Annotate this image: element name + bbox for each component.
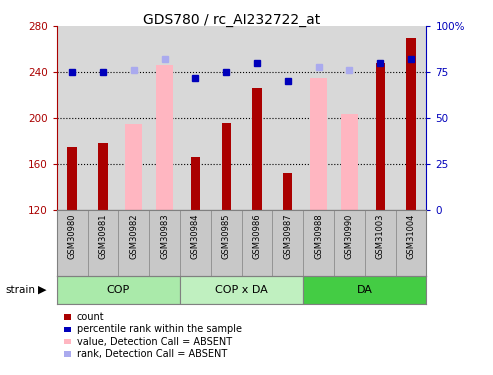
Text: COP: COP <box>106 285 130 295</box>
Text: COP x DA: COP x DA <box>215 285 268 295</box>
Bar <box>341 114 358 210</box>
Text: percentile rank within the sample: percentile rank within the sample <box>77 324 242 334</box>
Text: count: count <box>77 312 105 322</box>
Bar <box>68 147 77 210</box>
Text: value, Detection Call = ABSENT: value, Detection Call = ABSENT <box>77 337 232 346</box>
Text: GDS780 / rc_AI232722_at: GDS780 / rc_AI232722_at <box>143 13 320 27</box>
Bar <box>221 123 231 210</box>
Text: GSM30988: GSM30988 <box>314 213 323 259</box>
Bar <box>252 88 262 210</box>
Text: ▶: ▶ <box>38 285 47 295</box>
Text: GSM30982: GSM30982 <box>129 213 138 259</box>
Text: GSM30985: GSM30985 <box>222 213 231 259</box>
Text: GSM30986: GSM30986 <box>252 213 261 259</box>
Text: GSM30983: GSM30983 <box>160 213 169 259</box>
Bar <box>376 63 385 210</box>
Text: rank, Detection Call = ABSENT: rank, Detection Call = ABSENT <box>77 349 227 359</box>
Bar <box>180 276 303 304</box>
Bar <box>310 78 327 210</box>
Bar <box>125 124 142 210</box>
Text: strain: strain <box>5 285 35 295</box>
Text: GSM31004: GSM31004 <box>407 213 416 259</box>
Text: GSM31003: GSM31003 <box>376 213 385 259</box>
Bar <box>303 276 426 304</box>
Bar <box>191 157 200 210</box>
Text: GSM30987: GSM30987 <box>283 213 292 259</box>
Text: GSM30981: GSM30981 <box>99 213 107 259</box>
Text: DA: DA <box>357 285 373 295</box>
Text: GSM30980: GSM30980 <box>68 213 76 259</box>
Bar <box>156 65 173 210</box>
Bar <box>283 173 292 210</box>
Bar <box>57 276 180 304</box>
Bar <box>406 38 416 210</box>
Bar <box>98 143 107 210</box>
Text: GSM30990: GSM30990 <box>345 213 354 259</box>
Text: GSM30984: GSM30984 <box>191 213 200 259</box>
